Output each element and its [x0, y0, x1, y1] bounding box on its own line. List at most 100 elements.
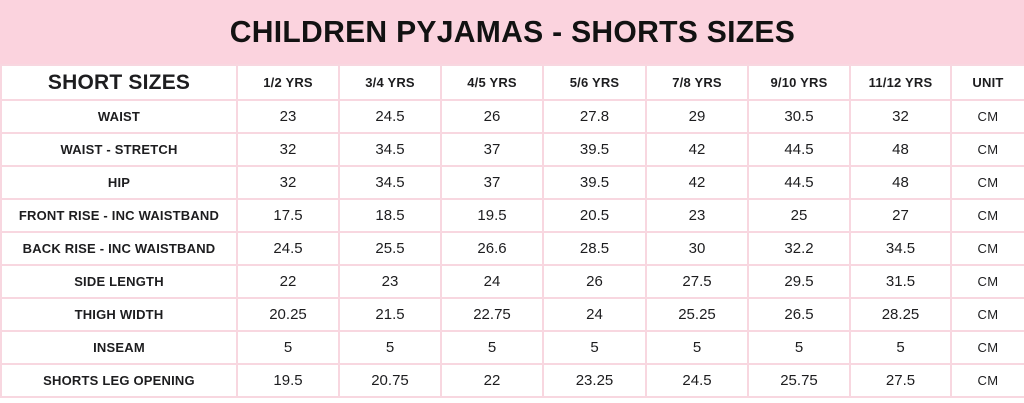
value-cell: 48 [849, 132, 952, 167]
table-row-back-rise: BACK RISE - INC WAISTBAND 24.5 25.5 26.6… [0, 231, 1024, 266]
unit-cell: CM [950, 132, 1024, 167]
value-cell: 42 [645, 165, 749, 200]
table-row-inseam: INSEAM 5 5 5 5 5 5 5 CM [0, 330, 1024, 365]
value-cell: 39.5 [542, 165, 647, 200]
value-cell: 20.75 [338, 363, 442, 398]
value-cell: 44.5 [747, 132, 851, 167]
value-cell: 25.5 [338, 231, 442, 266]
table-row-front-rise: FRONT RISE - INC WAISTBAND 17.5 18.5 19.… [0, 198, 1024, 233]
value-cell: 26.5 [747, 297, 851, 332]
value-cell: 24.5 [338, 99, 442, 134]
unit-cell: CM [950, 264, 1024, 299]
value-cell: 30.5 [747, 99, 851, 134]
unit-cell: CM [950, 330, 1024, 365]
table-row-side-length: SIDE LENGTH 22 23 24 26 27.5 29.5 31.5 C… [0, 264, 1024, 299]
value-cell: 5 [849, 330, 952, 365]
value-cell: 27.5 [849, 363, 952, 398]
row-label: SIDE LENGTH [0, 264, 238, 299]
value-cell: 29 [645, 99, 749, 134]
table-row-waist-stretch: WAIST - STRETCH 32 34.5 37 39.5 42 44.5 … [0, 132, 1024, 167]
size-chart-table: SHORT SIZES 1/2 YRS 3/4 YRS 4/5 YRS 5/6 … [0, 64, 1024, 398]
unit-cell: CM [950, 198, 1024, 233]
value-cell: 30 [645, 231, 749, 266]
value-cell: 24.5 [236, 231, 340, 266]
value-cell: 32 [236, 132, 340, 167]
value-cell: 23 [236, 99, 340, 134]
value-cell: 5 [645, 330, 749, 365]
value-cell: 32 [849, 99, 952, 134]
value-cell: 34.5 [338, 132, 442, 167]
value-cell: 27.5 [645, 264, 749, 299]
value-cell: 32.2 [747, 231, 851, 266]
value-cell: 20.25 [236, 297, 340, 332]
value-cell: 22 [236, 264, 340, 299]
column-header-5-6-yrs: 5/6 YRS [542, 64, 647, 101]
column-header-1-2-yrs: 1/2 YRS [236, 64, 340, 101]
value-cell: 17.5 [236, 198, 340, 233]
value-cell: 5 [440, 330, 544, 365]
value-cell: 20.5 [542, 198, 647, 233]
value-cell: 34.5 [338, 165, 442, 200]
table-row-hip: HIP 32 34.5 37 39.5 42 44.5 48 CM [0, 165, 1024, 200]
value-cell: 22 [440, 363, 544, 398]
value-cell: 24 [440, 264, 544, 299]
value-cell: 5 [338, 330, 442, 365]
value-cell: 19.5 [236, 363, 340, 398]
column-header-7-8-yrs: 7/8 YRS [645, 64, 749, 101]
value-cell: 26 [440, 99, 544, 134]
row-label: THIGH WIDTH [0, 297, 238, 332]
value-cell: 25.25 [645, 297, 749, 332]
value-cell: 28.5 [542, 231, 647, 266]
value-cell: 44.5 [747, 165, 851, 200]
title-banner: CHILDREN PYJAMAS - SHORTS SIZES [0, 0, 1024, 64]
page-title: CHILDREN PYJAMAS - SHORTS SIZES [229, 14, 795, 49]
value-cell: 28.25 [849, 297, 952, 332]
row-label: HIP [0, 165, 238, 200]
column-header-3-4-yrs: 3/4 YRS [338, 64, 442, 101]
value-cell: 25.75 [747, 363, 851, 398]
value-cell: 23 [645, 198, 749, 233]
value-cell: 25 [747, 198, 851, 233]
value-cell: 24 [542, 297, 647, 332]
value-cell: 5 [747, 330, 851, 365]
value-cell: 34.5 [849, 231, 952, 266]
value-cell: 26 [542, 264, 647, 299]
value-cell: 32 [236, 165, 340, 200]
value-cell: 18.5 [338, 198, 442, 233]
column-header-11-12-yrs: 11/12 YRS [849, 64, 952, 101]
row-label: BACK RISE - INC WAISTBAND [0, 231, 238, 266]
unit-cell: CM [950, 165, 1024, 200]
value-cell: 39.5 [542, 132, 647, 167]
unit-cell: CM [950, 297, 1024, 332]
value-cell: 19.5 [440, 198, 544, 233]
column-header-unit: UNIT [950, 64, 1024, 101]
row-label: WAIST [0, 99, 238, 134]
value-cell: 42 [645, 132, 749, 167]
value-cell: 5 [236, 330, 340, 365]
value-cell: 27 [849, 198, 952, 233]
column-header-9-10-yrs: 9/10 YRS [747, 64, 851, 101]
header-row: SHORT SIZES 1/2 YRS 3/4 YRS 4/5 YRS 5/6 … [0, 64, 1024, 101]
column-header-short-sizes: SHORT SIZES [0, 64, 238, 101]
value-cell: 48 [849, 165, 952, 200]
value-cell: 24.5 [645, 363, 749, 398]
row-label: INSEAM [0, 330, 238, 365]
row-label: SHORTS LEG OPENING [0, 363, 238, 398]
value-cell: 31.5 [849, 264, 952, 299]
value-cell: 26.6 [440, 231, 544, 266]
value-cell: 5 [542, 330, 647, 365]
row-label: FRONT RISE - INC WAISTBAND [0, 198, 238, 233]
table-row-waist: WAIST 23 24.5 26 27.8 29 30.5 32 CM [0, 99, 1024, 134]
value-cell: 23.25 [542, 363, 647, 398]
value-cell: 22.75 [440, 297, 544, 332]
unit-cell: CM [950, 231, 1024, 266]
table-row-shorts-leg-opening: SHORTS LEG OPENING 19.5 20.75 22 23.25 2… [0, 363, 1024, 398]
value-cell: 37 [440, 165, 544, 200]
value-cell: 37 [440, 132, 544, 167]
table-row-thigh-width: THIGH WIDTH 20.25 21.5 22.75 24 25.25 26… [0, 297, 1024, 332]
value-cell: 21.5 [338, 297, 442, 332]
value-cell: 29.5 [747, 264, 851, 299]
value-cell: 27.8 [542, 99, 647, 134]
unit-cell: CM [950, 99, 1024, 134]
